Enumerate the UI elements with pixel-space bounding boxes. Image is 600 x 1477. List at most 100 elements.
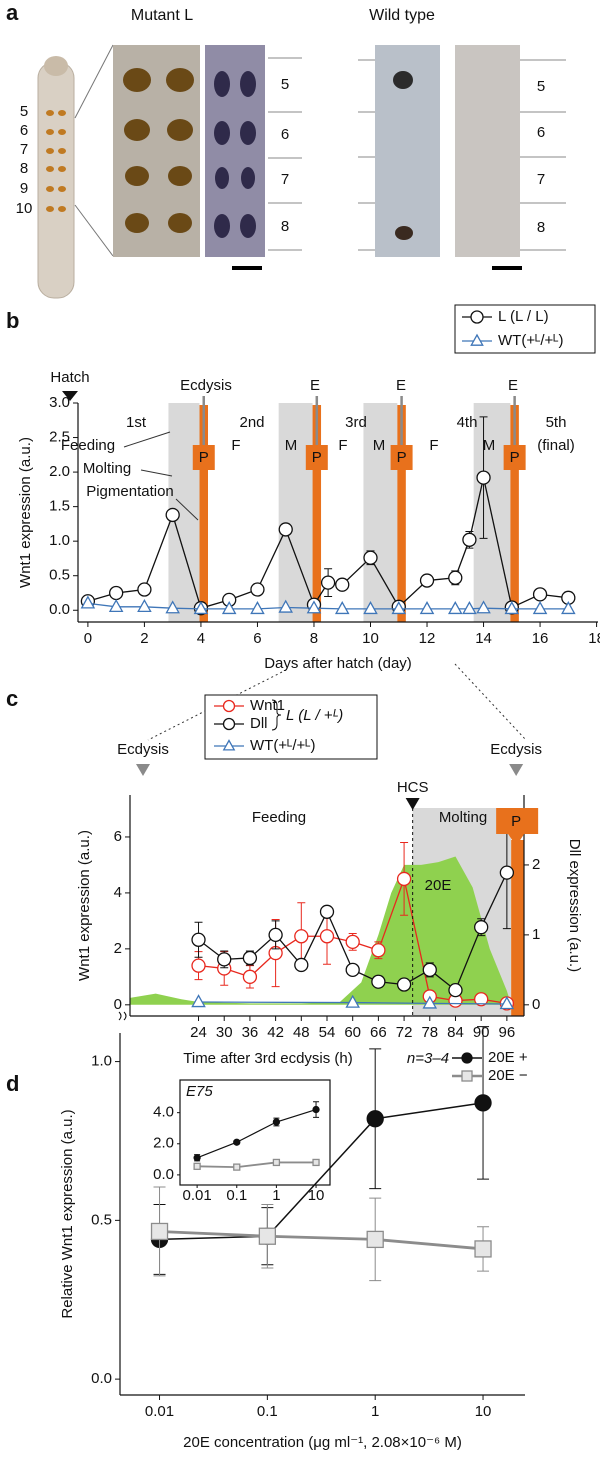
marker <box>462 532 477 547</box>
y2-tick-label: 2 <box>532 856 540 873</box>
larva <box>37 61 75 299</box>
segment-number: 7 <box>537 171 545 188</box>
annotation: P <box>199 449 209 466</box>
x-tick-label: 1 <box>272 1187 280 1204</box>
plot-frame <box>179 1079 331 1186</box>
segment-number: 10 <box>16 200 33 217</box>
y-axis-label: Relative Wnt1 expression (a.u.) <box>59 1109 76 1318</box>
annotation: 3rd <box>345 414 367 431</box>
x-tick-label: 10 <box>308 1187 325 1204</box>
y-tick-label: 1.0 <box>49 532 70 549</box>
x-tick-label: 12 <box>419 630 436 647</box>
segment-number: 6 <box>537 124 545 141</box>
larva-spots <box>46 110 66 212</box>
marker <box>191 932 206 947</box>
marker <box>476 470 491 485</box>
series-line <box>159 1102 484 1241</box>
marker <box>294 929 309 944</box>
marker <box>193 601 209 615</box>
legend-marker <box>222 739 236 751</box>
segment-number: 7 <box>281 171 289 188</box>
annotation: Pigmentation <box>86 483 174 500</box>
marker <box>294 957 309 973</box>
marker <box>366 1110 384 1128</box>
legend-label: 20E − <box>488 1067 528 1084</box>
marker <box>258 1227 277 1245</box>
panel-label: a <box>6 0 19 25</box>
marker <box>476 600 491 614</box>
y-tick-label: 0.5 <box>49 567 70 584</box>
legend-marker <box>470 333 484 346</box>
marker <box>462 601 477 615</box>
annotation: 4th <box>457 414 478 431</box>
marker <box>193 1162 201 1170</box>
marker <box>320 575 336 590</box>
y-tick-label: 6 <box>114 828 122 845</box>
x-tick-label: 78 <box>421 1024 438 1041</box>
scale-bar <box>232 266 262 270</box>
x-axis-label: Time after 3rd ecdysis (h) <box>183 1050 353 1067</box>
wildtype-spot <box>395 226 413 240</box>
x-tick-label: 6 <box>253 630 261 647</box>
annotation: P <box>511 813 521 830</box>
stain-spots <box>214 71 256 238</box>
y-tick-label: 0.5 <box>91 1211 112 1228</box>
marker <box>250 601 265 615</box>
zoom-connector <box>454 663 527 741</box>
annotation: 1st <box>126 414 147 431</box>
zoom-line <box>74 44 114 119</box>
legend-marker <box>461 1070 473 1082</box>
marker <box>345 934 360 950</box>
annotation: E <box>508 377 518 394</box>
shaded-region <box>363 403 398 622</box>
marker <box>532 587 548 602</box>
segment-number: 5 <box>281 76 289 93</box>
x-tick-label: 66 <box>370 1024 387 1041</box>
marker <box>422 962 437 977</box>
segment-number: 6 <box>281 126 289 143</box>
segment-number: 8 <box>281 218 289 235</box>
x-tick-label: 84 <box>447 1024 464 1041</box>
legend-brace <box>271 699 282 731</box>
panel-title: Mutant L <box>131 7 193 24</box>
segment-lines <box>268 57 566 251</box>
annotation: M <box>373 437 386 454</box>
annotation: Molting <box>439 809 487 826</box>
hatch-marker <box>62 391 78 401</box>
highlight-region <box>511 840 524 1016</box>
highlight-region <box>510 405 519 622</box>
annotation: F <box>231 437 240 454</box>
area <box>130 856 512 1005</box>
legend-label: WT(+ᴸ/+ᴸ) <box>250 737 316 754</box>
segment-number: 9 <box>20 180 28 197</box>
segment-number: 7 <box>20 141 28 158</box>
marker <box>108 598 124 613</box>
legend-label: Dll <box>250 715 268 732</box>
series-line <box>198 1001 507 1005</box>
zoom-line <box>74 204 114 257</box>
marker <box>448 570 463 585</box>
marker <box>268 927 283 943</box>
annotation: M <box>483 437 496 454</box>
annotation: Hatch <box>50 369 89 386</box>
marker <box>165 600 180 614</box>
annotation: Molting <box>83 460 131 477</box>
series-line <box>196 1108 317 1159</box>
annotation: P <box>510 449 520 466</box>
pigmentation-box <box>305 445 328 470</box>
marker <box>137 582 152 597</box>
x-tick-label: 24 <box>190 1024 207 1041</box>
y-tick-label: 2.0 <box>153 1135 174 1152</box>
panel-label: d <box>6 1071 19 1096</box>
segment-number: 5 <box>20 103 28 120</box>
x-tick-label: 54 <box>319 1024 336 1041</box>
pointer <box>175 498 199 521</box>
marker <box>319 929 335 944</box>
y-tick-label: 0.0 <box>91 1370 112 1387</box>
marker <box>419 573 435 588</box>
marker <box>396 977 412 992</box>
y-tick-label: 0.0 <box>49 601 70 618</box>
panel-title: Wild type <box>369 7 435 24</box>
x-tick-label: 1 <box>371 1403 379 1420</box>
